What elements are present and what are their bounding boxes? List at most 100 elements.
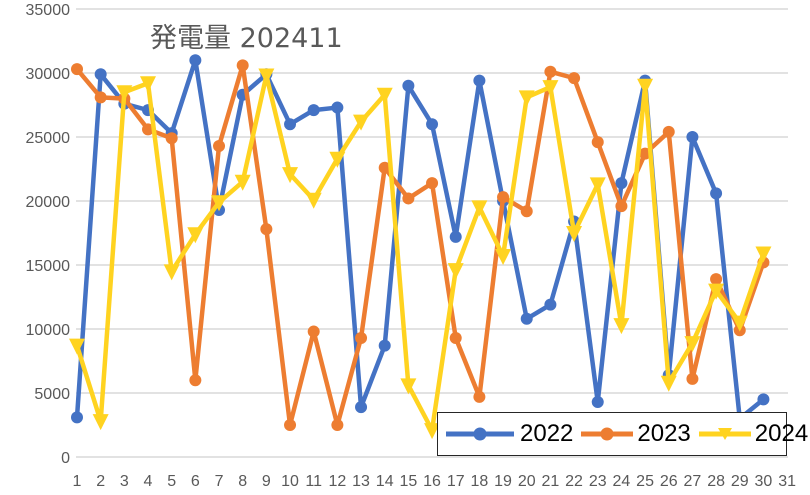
- x-tick-label: 16: [423, 473, 441, 490]
- data-point: [473, 74, 486, 87]
- data-point: [355, 401, 368, 414]
- data-point: [94, 91, 107, 104]
- x-axis-labels: 1 2 3 4 5 6 7 8 9 10 11 12 13 14 15 16 17 18 19 20 21 22 23 24 2…: [73, 473, 797, 490]
- series-2024: [69, 68, 772, 440]
- data-point: [305, 192, 322, 209]
- data-point: [544, 298, 557, 311]
- x-tick-label: 30: [755, 473, 773, 490]
- data-point: [378, 339, 391, 352]
- y-tick-label: 10000: [26, 322, 71, 339]
- triangle-down-marker-icon: [698, 428, 751, 440]
- x-tick-label: 23: [589, 473, 607, 490]
- data-point: [426, 118, 439, 131]
- data-point: [426, 177, 439, 190]
- x-tick-label: 21: [542, 473, 560, 490]
- x-tick-label: 1: [73, 473, 82, 490]
- legend-item-2022: 2022: [444, 420, 575, 448]
- chart-title: 発電量 202411: [150, 23, 343, 54]
- data-point: [329, 151, 346, 168]
- x-tick-label: 4: [144, 473, 153, 490]
- data-point: [355, 331, 368, 344]
- circle-marker-icon: [581, 427, 634, 441]
- data-point: [353, 114, 370, 131]
- data-point: [613, 318, 630, 335]
- data-point: [568, 72, 581, 85]
- data-point: [284, 419, 297, 431]
- data-point: [591, 136, 604, 149]
- y-axis-labels: 0 5000 10000 15000 20000 25000 30000 35000: [26, 2, 71, 467]
- legend-label: 2024: [754, 420, 809, 447]
- data-point: [589, 177, 606, 194]
- x-tick-label: 26: [660, 473, 678, 490]
- data-point: [520, 312, 533, 325]
- legend-label: 2022: [520, 420, 574, 447]
- data-point: [755, 246, 772, 263]
- data-point: [710, 187, 723, 200]
- data-point: [662, 125, 675, 138]
- x-tick-label: 10: [281, 473, 299, 490]
- data-point: [424, 423, 441, 440]
- x-tick-label: 22: [565, 473, 583, 490]
- data-point: [566, 226, 583, 242]
- data-point: [402, 79, 415, 92]
- data-point: [69, 338, 85, 355]
- y-tick-label: 15000: [26, 258, 71, 275]
- legend: 2022 2023 2024: [437, 412, 808, 456]
- data-point: [544, 65, 557, 78]
- y-tick-label: 25000: [26, 130, 71, 147]
- data-point: [471, 200, 488, 217]
- data-point: [187, 227, 204, 244]
- y-tick-label: 20000: [26, 194, 71, 211]
- x-tick-label: 8: [238, 473, 247, 490]
- data-point: [447, 263, 464, 280]
- data-point: [497, 191, 510, 204]
- data-point: [449, 230, 462, 243]
- data-point: [495, 249, 512, 266]
- data-point: [142, 123, 155, 136]
- data-point: [236, 59, 249, 72]
- circle-marker-icon: [446, 427, 514, 441]
- y-tick-label: 30000: [26, 66, 71, 83]
- legend-label: 2023: [637, 420, 691, 447]
- data-point: [376, 87, 393, 104]
- data-point: [710, 273, 723, 286]
- gridlines: [76, 8, 788, 458]
- x-tick-label: 19: [494, 473, 512, 490]
- data-point: [307, 325, 320, 338]
- x-tick-label: 29: [731, 473, 749, 490]
- series-line: [74, 73, 766, 433]
- x-tick-label: 28: [707, 473, 725, 490]
- data-point: [402, 192, 415, 205]
- data-point: [400, 378, 417, 395]
- data-point: [637, 78, 654, 95]
- data-point: [307, 104, 320, 117]
- series-2022: [71, 54, 770, 425]
- y-tick-label: 0: [61, 450, 70, 467]
- data-point: [163, 264, 180, 281]
- data-point: [189, 54, 202, 67]
- x-tick-label: 3: [120, 473, 129, 490]
- data-point: [284, 118, 297, 131]
- data-point: [213, 139, 226, 152]
- data-point: [331, 419, 344, 431]
- data-point: [591, 395, 604, 408]
- data-point: [708, 283, 725, 300]
- data-point: [71, 411, 83, 424]
- data-point: [71, 63, 83, 76]
- data-point: [731, 315, 748, 332]
- x-tick-label: 11: [305, 473, 322, 490]
- y-tick-label: 5000: [34, 386, 70, 403]
- x-tick-label: 27: [684, 473, 702, 490]
- x-tick-label: 24: [613, 473, 631, 490]
- x-tick-label: 14: [376, 473, 394, 490]
- data-point: [449, 331, 462, 344]
- data-point: [94, 68, 107, 81]
- data-point: [140, 76, 157, 93]
- x-tick-label: 13: [352, 473, 370, 490]
- data-point: [518, 90, 535, 107]
- data-point: [615, 177, 628, 190]
- x-tick-label: 18: [470, 473, 488, 490]
- data-point: [686, 372, 699, 385]
- data-point: [473, 390, 486, 403]
